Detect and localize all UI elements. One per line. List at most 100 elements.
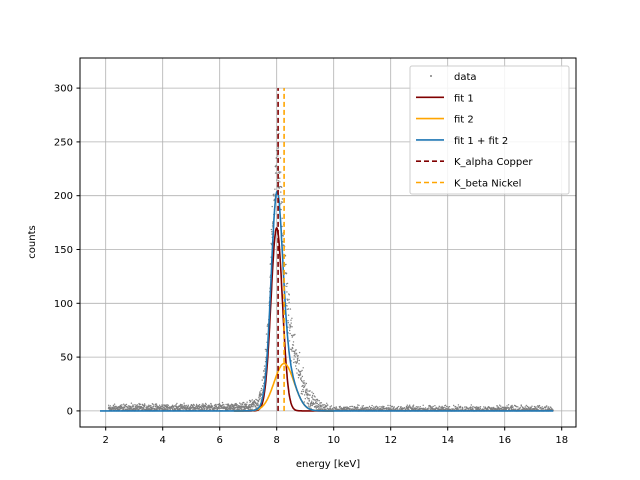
data-point: [298, 351, 301, 354]
data-point: [112, 406, 114, 409]
data-point: [228, 404, 230, 406]
data-point: [308, 398, 310, 400]
x-tick-label: 14: [441, 435, 454, 446]
legend-label: fit 2: [454, 115, 474, 126]
data-point: [291, 326, 293, 328]
data-point: [535, 407, 537, 409]
data-point: [252, 406, 254, 408]
data-point: [276, 172, 278, 174]
data-point: [457, 404, 460, 406]
data-point: [285, 283, 288, 285]
data-point: [289, 324, 292, 326]
data-point: [195, 407, 197, 410]
data-point: [289, 327, 291, 329]
data-point: [246, 401, 248, 403]
data-point: [211, 405, 214, 407]
data-point: [321, 405, 323, 407]
data-point: [126, 408, 128, 410]
data-point: [251, 399, 253, 401]
data-point: [460, 407, 462, 409]
data-point: [550, 406, 552, 409]
x-tick-label: 6: [217, 435, 223, 446]
data-point: [289, 308, 292, 310]
data-point: [311, 396, 313, 398]
data-point: [307, 393, 309, 395]
data-point: [255, 402, 257, 404]
data-point: [377, 406, 379, 409]
data-point: [191, 406, 193, 409]
legend-entry: fit 1 + fit 2: [416, 136, 508, 147]
data-point: [195, 403, 198, 406]
data-point: [301, 393, 303, 395]
data-point: [443, 407, 445, 409]
x-axis: 2 4 6 8 10 12 14 16 18: [103, 427, 568, 446]
data-point: [361, 405, 363, 407]
data-point: [479, 406, 482, 408]
data-point: [117, 407, 119, 409]
data-point: [285, 263, 287, 266]
x-tick-label: 8: [274, 435, 280, 446]
legend-marker: [430, 75, 432, 77]
data-point: [150, 404, 152, 407]
data-point: [308, 399, 310, 401]
data-point: [194, 406, 196, 408]
data-point: [330, 408, 332, 410]
data-point: [297, 359, 299, 361]
data-point: [315, 400, 317, 402]
data-point: [484, 406, 487, 408]
data-point: [185, 404, 187, 407]
data-point: [302, 367, 304, 369]
legend: data fit 1 fit 2 fit 1 + fit 2 K_alpha Coppe…: [409, 65, 570, 195]
data-point: [181, 408, 184, 410]
data-point: [530, 406, 532, 409]
data-point: [280, 171, 282, 173]
data-point: [301, 369, 303, 372]
data-point: [309, 394, 311, 396]
data-point: [124, 407, 126, 409]
data-point: [148, 404, 150, 406]
data-point: [260, 387, 263, 390]
data-point: [187, 405, 189, 407]
data-point: [351, 405, 354, 408]
legend-label: data: [454, 72, 477, 83]
data-point: [271, 233, 273, 235]
data-point: [417, 406, 419, 408]
data-point: [525, 404, 527, 407]
data-point: [123, 403, 125, 405]
data-point: [234, 408, 236, 411]
data-point: [422, 407, 424, 409]
data-point: [181, 404, 183, 406]
data-point: [303, 380, 305, 382]
data-point: [127, 406, 129, 409]
data-point: [239, 402, 241, 404]
data-point: [339, 405, 341, 408]
data-point: [284, 255, 287, 257]
data-point: [393, 407, 395, 409]
data-point: [306, 396, 308, 398]
data-point: [513, 408, 515, 410]
data-point: [405, 408, 407, 410]
data-point: [196, 404, 198, 407]
data-point: [428, 407, 430, 409]
data-point: [209, 408, 212, 411]
data-point: [441, 405, 443, 408]
data-point: [324, 407, 326, 409]
data-point: [312, 401, 314, 404]
data-point: [434, 405, 436, 407]
data-point: [280, 208, 282, 211]
data-point: [547, 406, 549, 408]
data-point: [545, 406, 547, 409]
data-point: [317, 404, 320, 406]
fit-lines: [100, 190, 554, 412]
data-point: [281, 186, 283, 188]
data-point: [520, 405, 522, 407]
data-point: [290, 326, 292, 328]
data-point: [152, 403, 154, 405]
data-point: [130, 402, 133, 404]
data-point: [533, 405, 536, 408]
data-point: [179, 405, 181, 408]
data-point: [306, 394, 309, 396]
data-point: [280, 191, 282, 193]
data-point: [383, 406, 385, 408]
